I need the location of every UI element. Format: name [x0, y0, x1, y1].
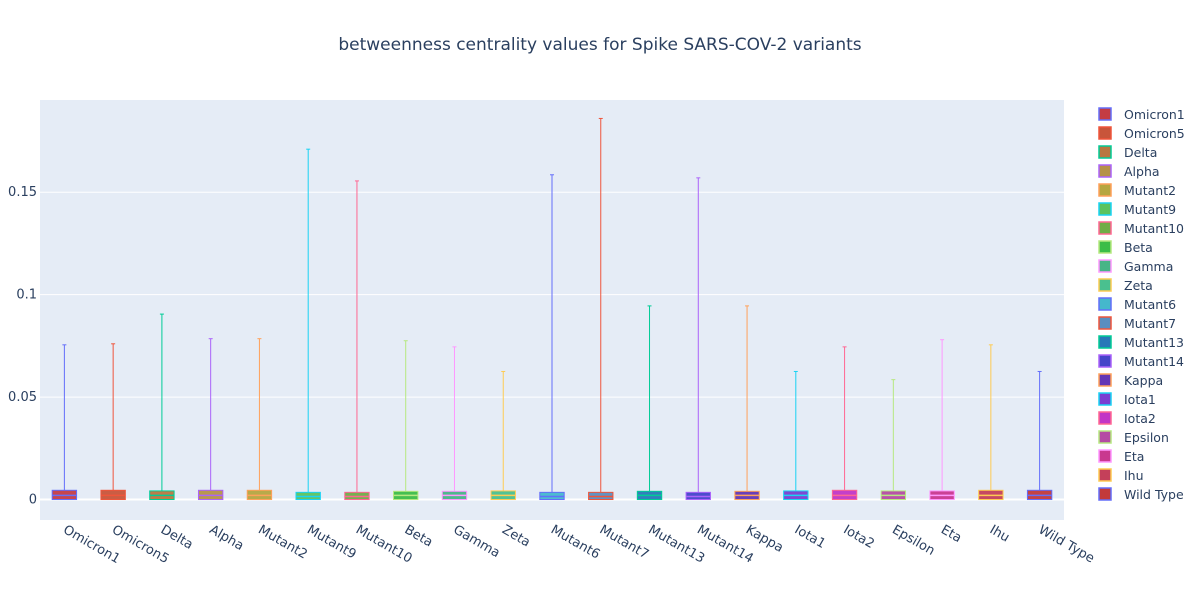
legend-swatch	[1098, 259, 1112, 273]
legend-item[interactable]: Beta	[1098, 240, 1153, 255]
y-tick-label: 0.05	[8, 390, 37, 405]
legend-item[interactable]: Wild Type	[1098, 487, 1184, 502]
box-omicron5[interactable]	[100, 343, 126, 501]
legend-label: Kappa	[1124, 373, 1163, 388]
legend-item[interactable]: Eta	[1098, 449, 1144, 464]
box-alpha[interactable]	[197, 338, 224, 501]
legend-label: Alpha	[1124, 164, 1160, 179]
legend-label: Mutant2	[1124, 183, 1176, 198]
legend-swatch	[1098, 221, 1112, 235]
legend-label: Mutant7	[1124, 316, 1176, 331]
legend-swatch	[1098, 126, 1112, 140]
legend-swatch	[1098, 354, 1112, 368]
legend-item[interactable]: Ihu	[1098, 468, 1144, 483]
legend-item[interactable]: Iota2	[1098, 411, 1156, 426]
box-kappa[interactable]	[734, 305, 760, 501]
legend-swatch	[1098, 107, 1112, 121]
legend-item[interactable]: Mutant9	[1098, 202, 1176, 217]
legend-item[interactable]: Alpha	[1098, 164, 1160, 179]
legend-label: Iota1	[1124, 392, 1156, 407]
legend-item[interactable]: Mutant2	[1098, 183, 1176, 198]
legend-item[interactable]: Kappa	[1098, 373, 1163, 388]
legend-label: Mutant14	[1124, 354, 1184, 369]
legend-item[interactable]: Gamma	[1098, 259, 1173, 274]
box-mutant13[interactable]	[636, 305, 663, 501]
legend-item[interactable]: Zeta	[1098, 278, 1153, 293]
chart-title: betweenness centrality values for Spike …	[338, 35, 861, 55]
legend-swatch	[1098, 297, 1112, 311]
legend-label: Gamma	[1124, 259, 1173, 274]
box-ihu[interactable]	[978, 344, 1004, 501]
box-eta[interactable]	[929, 339, 955, 501]
legend-swatch	[1098, 468, 1112, 482]
box-gamma[interactable]	[441, 346, 468, 501]
legend-label: Delta	[1124, 145, 1157, 160]
legend-label: Omicron5	[1124, 126, 1185, 141]
legend-swatch	[1098, 164, 1112, 178]
legend-swatch	[1098, 487, 1112, 501]
legend-item[interactable]: Mutant14	[1098, 354, 1184, 369]
legend-label: Mutant6	[1124, 297, 1176, 312]
legend-swatch	[1098, 240, 1112, 254]
y-axis: 0 0.05 0.1 0.15	[8, 185, 37, 507]
legend-item[interactable]: Delta	[1098, 145, 1157, 160]
legend-label: Ihu	[1124, 468, 1144, 483]
legend-item[interactable]: Iota1	[1098, 392, 1156, 407]
legend-swatch	[1098, 411, 1112, 425]
legend-item[interactable]: Mutant13	[1098, 335, 1184, 350]
legend-item[interactable]: Mutant7	[1098, 316, 1176, 331]
legend-swatch	[1098, 335, 1112, 349]
box-mutant10[interactable]	[344, 180, 370, 501]
box-mutant9[interactable]	[295, 148, 321, 501]
legend-label: Beta	[1124, 240, 1153, 255]
box-mutant14[interactable]	[685, 177, 711, 501]
box-mutant7[interactable]	[588, 117, 614, 501]
box-zeta[interactable]	[490, 370, 516, 501]
legend-swatch	[1098, 183, 1112, 197]
legend-swatch	[1098, 373, 1112, 387]
legend-swatch	[1098, 202, 1112, 216]
legend-item[interactable]: Epsilon	[1098, 430, 1169, 445]
legend-label: Mutant13	[1124, 335, 1184, 350]
legend-swatch	[1098, 278, 1112, 292]
box-mutant2[interactable]	[246, 338, 273, 501]
legend-label: Mutant9	[1124, 202, 1176, 217]
box-iota1[interactable]	[783, 370, 809, 501]
box-iota2[interactable]	[831, 346, 858, 501]
legend-item[interactable]: Mutant10	[1098, 221, 1184, 236]
box-wild-type[interactable]	[1026, 370, 1053, 501]
box-omicron1[interactable]	[51, 344, 78, 501]
legend-swatch	[1098, 145, 1112, 159]
y-tick-label: 0.15	[8, 185, 37, 200]
legend-swatch	[1098, 449, 1112, 463]
legend-label: Mutant10	[1124, 221, 1184, 236]
legend-label: Eta	[1124, 449, 1144, 464]
legend-swatch	[1098, 430, 1112, 444]
legend-label: Iota2	[1124, 411, 1156, 426]
y-tick-label: 0.1	[16, 288, 37, 303]
legend: Omicron1 Omicron5 Delta Alpha Mutant2 Mutant9…	[1098, 107, 1185, 502]
box-delta[interactable]	[149, 313, 175, 501]
legend-label: Omicron1	[1124, 107, 1185, 122]
legend-swatch	[1098, 392, 1112, 406]
legend-item[interactable]: Omicron1	[1098, 107, 1185, 122]
legend-item[interactable]: Mutant6	[1098, 297, 1176, 312]
box-mutant6[interactable]	[539, 174, 565, 501]
legend-swatch	[1098, 316, 1112, 330]
box-plots	[51, 117, 1053, 501]
legend-label: Epsilon	[1124, 430, 1169, 445]
legend-label: Wild Type	[1124, 487, 1184, 502]
box-epsilon[interactable]	[880, 379, 907, 501]
legend-item[interactable]: Omicron5	[1098, 126, 1185, 141]
legend-label: Zeta	[1124, 278, 1153, 293]
box-beta[interactable]	[393, 340, 419, 501]
y-tick-label: 0	[29, 493, 37, 508]
